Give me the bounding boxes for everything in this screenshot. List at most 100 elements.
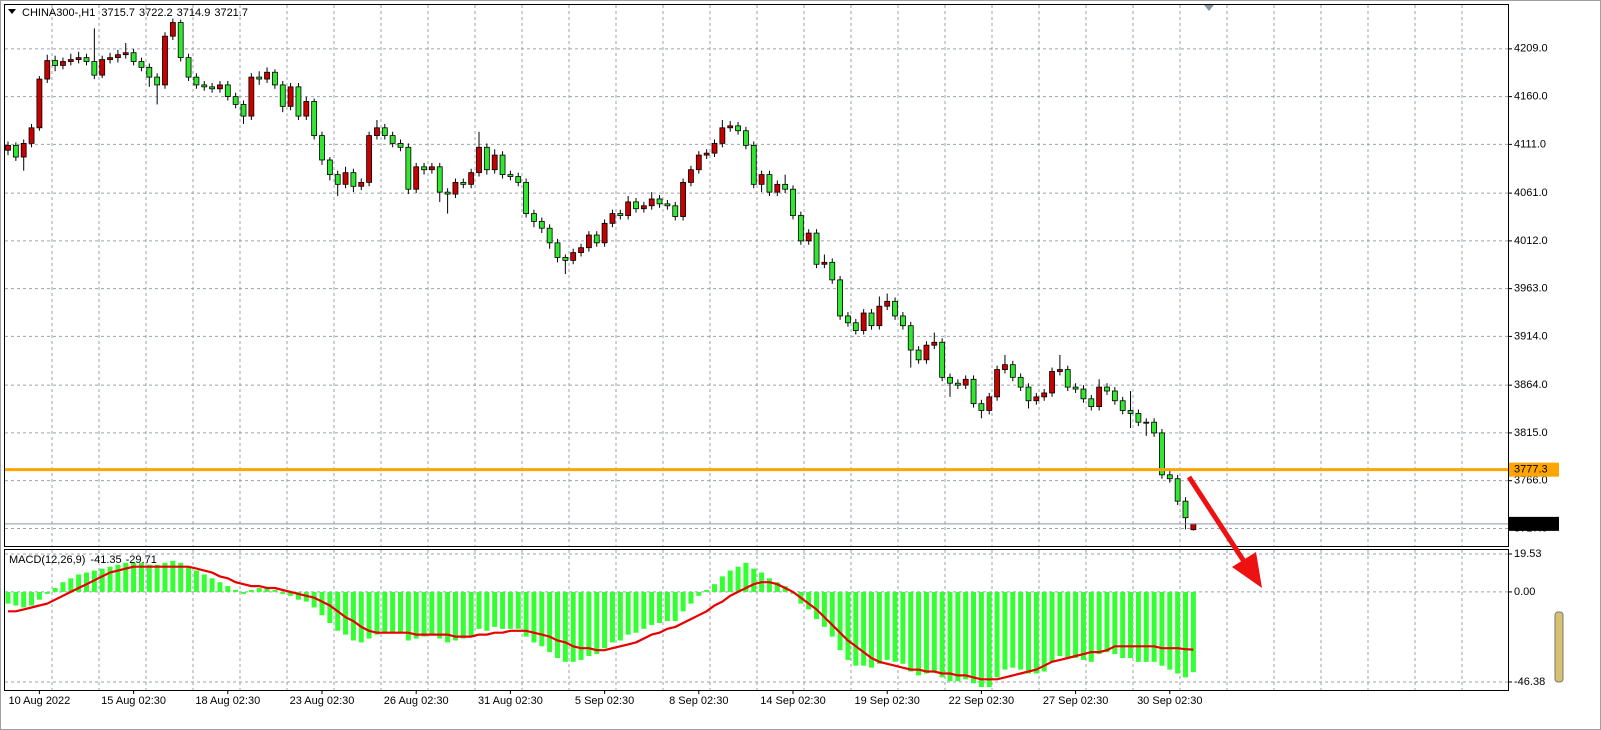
candle-body xyxy=(758,174,765,185)
y-tick-label: 3914.0 xyxy=(1514,330,1548,342)
macd-bar xyxy=(358,591,364,643)
x-tick-label: 19 Sep 02:30 xyxy=(854,695,919,707)
macd-bar xyxy=(452,591,458,641)
candle-body xyxy=(1033,396,1040,402)
macd-bar xyxy=(1096,591,1102,655)
macd-bar xyxy=(845,591,851,660)
candle-body xyxy=(177,22,184,59)
candle-body xyxy=(224,84,231,98)
candle-body xyxy=(366,135,373,183)
candle-body xyxy=(169,22,176,37)
candle-body xyxy=(413,166,420,190)
candle-body xyxy=(115,54,121,59)
candle-body xyxy=(1009,364,1016,378)
macd-bar xyxy=(201,574,207,592)
grid xyxy=(5,5,1508,690)
candle-body xyxy=(750,144,757,185)
macd-bar xyxy=(264,588,270,592)
candle-body xyxy=(20,142,27,158)
candle-body xyxy=(483,146,490,171)
candle-body xyxy=(5,144,11,151)
candle-body xyxy=(436,166,443,193)
macd-bar xyxy=(44,591,50,594)
candle-body xyxy=(1049,371,1055,394)
macd-bar xyxy=(900,591,906,664)
macd-bar xyxy=(1135,591,1141,662)
macd-bar xyxy=(680,591,686,612)
macd-bar xyxy=(727,570,733,592)
macd-bar xyxy=(84,572,89,592)
candle-body xyxy=(350,172,357,187)
y-tick-label: 4061.0 xyxy=(1514,187,1548,199)
macd-bar xyxy=(963,591,969,680)
candle-body xyxy=(986,396,993,411)
macd-bar xyxy=(484,591,490,631)
macd-bar xyxy=(382,591,388,633)
macd-bar xyxy=(931,591,937,672)
macd-bar xyxy=(892,591,898,662)
macd-bar xyxy=(861,591,867,666)
candle-body xyxy=(954,382,961,386)
macd-bar xyxy=(766,578,772,592)
macd-bar xyxy=(1151,591,1157,662)
candle-body xyxy=(852,322,859,331)
macd-bar xyxy=(531,591,537,643)
candle-body xyxy=(507,174,514,177)
level-label: 3777.3 xyxy=(1514,464,1548,476)
candle-body xyxy=(766,174,773,193)
macd-bar xyxy=(390,591,396,633)
macd-bar xyxy=(602,591,608,649)
candle-body xyxy=(201,84,208,88)
candle-body xyxy=(381,127,388,137)
candle-body xyxy=(107,57,113,60)
macd-bar xyxy=(829,591,835,637)
macd-bar xyxy=(1175,591,1181,674)
candle-body xyxy=(428,166,435,171)
y-tick-label: 3864.0 xyxy=(1514,379,1548,391)
macd-bar xyxy=(29,591,35,606)
candle-body xyxy=(279,84,286,107)
scroll-handle[interactable] xyxy=(1554,611,1564,683)
macd-bar xyxy=(712,584,717,592)
macd-bar xyxy=(672,591,678,622)
macd-bar xyxy=(209,578,215,592)
macd-bar xyxy=(641,591,647,629)
macd-bar xyxy=(1080,591,1086,660)
macd-bar xyxy=(1183,591,1188,678)
macd-bar xyxy=(1026,591,1031,674)
macd-bar xyxy=(955,591,961,682)
macd-bar xyxy=(421,591,427,637)
menu-triangle[interactable] xyxy=(8,9,16,14)
candle-body xyxy=(271,71,278,86)
macd-bar xyxy=(986,591,992,688)
macd-bar xyxy=(131,562,137,592)
macd-bar xyxy=(704,589,710,592)
candle-body xyxy=(311,101,318,137)
macd-bar xyxy=(664,591,670,622)
macd-bar xyxy=(1104,591,1110,653)
candle-body xyxy=(711,142,718,154)
macd-bar xyxy=(978,591,984,688)
price-pane xyxy=(4,4,1509,547)
candle-body xyxy=(703,152,710,156)
macd-bar xyxy=(115,564,121,592)
candle-body xyxy=(83,57,90,62)
macd-bar xyxy=(1018,591,1024,670)
candle-body xyxy=(931,341,938,346)
macd-bar xyxy=(1033,591,1039,674)
macd-bar xyxy=(445,591,451,643)
candle-body xyxy=(774,183,781,193)
candle-body xyxy=(1143,421,1150,424)
candle-body xyxy=(99,59,106,76)
macd-bar xyxy=(507,591,513,629)
macd-bar xyxy=(1167,591,1173,670)
macd-bar xyxy=(1010,591,1016,668)
candle-body xyxy=(28,127,35,144)
macd-bar xyxy=(657,591,663,623)
y-tick-label: 3963.0 xyxy=(1514,283,1548,295)
macd-bar xyxy=(570,591,576,662)
macd-bar xyxy=(178,562,184,592)
high: 3722.2 xyxy=(139,7,173,19)
candle-body xyxy=(146,66,153,78)
macd-bar xyxy=(821,591,827,627)
